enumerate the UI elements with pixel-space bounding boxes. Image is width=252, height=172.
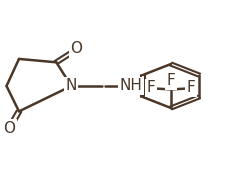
Text: F: F xyxy=(167,73,175,88)
Text: NH: NH xyxy=(120,78,142,94)
Text: N: N xyxy=(66,78,77,94)
Text: O: O xyxy=(70,41,82,56)
Text: F: F xyxy=(186,80,195,95)
Text: O: O xyxy=(3,121,15,136)
Text: F: F xyxy=(147,80,155,95)
